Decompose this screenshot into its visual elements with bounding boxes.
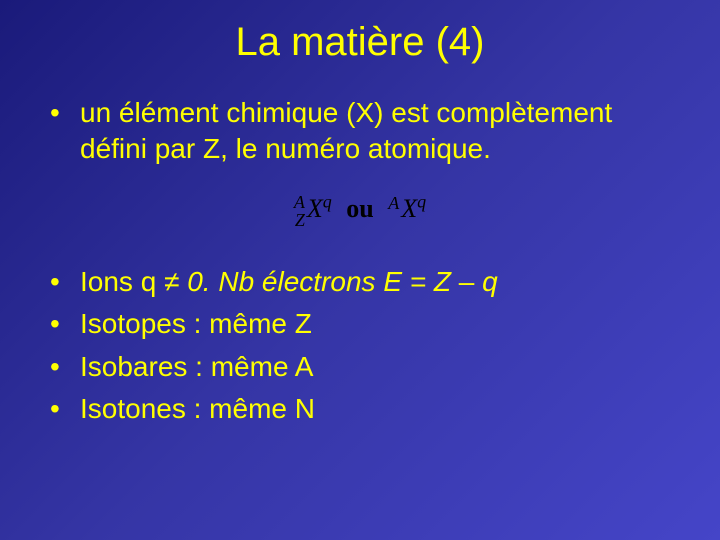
slide-title: La matière (4) [50,20,670,65]
minus-symbol: – [459,266,475,297]
formula-X-1: X [307,194,323,223]
formula-Z: Z [294,211,305,229]
bullet-item-isobares: Isobares : même A [50,349,670,385]
formula-q-2: q [417,191,426,211]
bullet-list: un élément chimique (X) est complètement… [50,95,670,168]
bullet-ions-suffix: q [474,266,497,297]
bullet-item-isotopes: Isotopes : même Z [50,306,670,342]
bullet-item-definition: un élément chimique (X) est complètement… [50,95,670,168]
bullet-text: Isotones : même N [80,393,315,424]
bullet-item-ions: Ions q ≠ 0. Nb électrons E = Z – q [50,264,670,300]
notation-formula: A Z Xq ou AXq [50,193,670,229]
bullet-text: Isobares : même A [80,351,313,382]
bullet-text: un élément chimique (X) est complètement… [80,97,612,164]
slide-container: La matière (4) un élément chimique (X) e… [0,0,720,540]
formula-A: A [294,193,305,211]
formula-q-1: q [323,191,332,211]
neq-symbol: ≠ [164,266,179,297]
formula-prescript-az: A Z [294,193,305,229]
bullet-list-2: Ions q ≠ 0. Nb électrons E = Z – q Isoto… [50,264,670,428]
formula-X-2: X [401,194,417,223]
bullet-text: Isotopes : même Z [80,308,312,339]
formula-ou: ou [346,194,373,223]
formula-prescript-a: A [388,194,399,212]
bullet-item-isotones: Isotones : même N [50,391,670,427]
bullet-ions-mid: 0. Nb électrons E = Z [179,266,458,297]
bullet-ions-prefix: Ions q [80,266,164,297]
